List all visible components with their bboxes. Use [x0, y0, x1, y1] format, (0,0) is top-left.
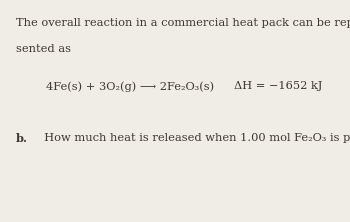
Text: sented as: sented as: [16, 44, 71, 54]
Text: How much heat is released when 1.00 mol Fe₂O₃ is produced?: How much heat is released when 1.00 mol …: [37, 133, 350, 143]
Text: ΔH = −1652 kJ: ΔH = −1652 kJ: [234, 81, 323, 91]
Text: b.: b.: [16, 133, 28, 144]
Text: 4Fe(s) + 3O₂(g) ⟶ 2Fe₂O₃(s): 4Fe(s) + 3O₂(g) ⟶ 2Fe₂O₃(s): [46, 81, 214, 92]
Text: The overall reaction in a commercial heat pack can be repre-: The overall reaction in a commercial hea…: [16, 18, 350, 28]
